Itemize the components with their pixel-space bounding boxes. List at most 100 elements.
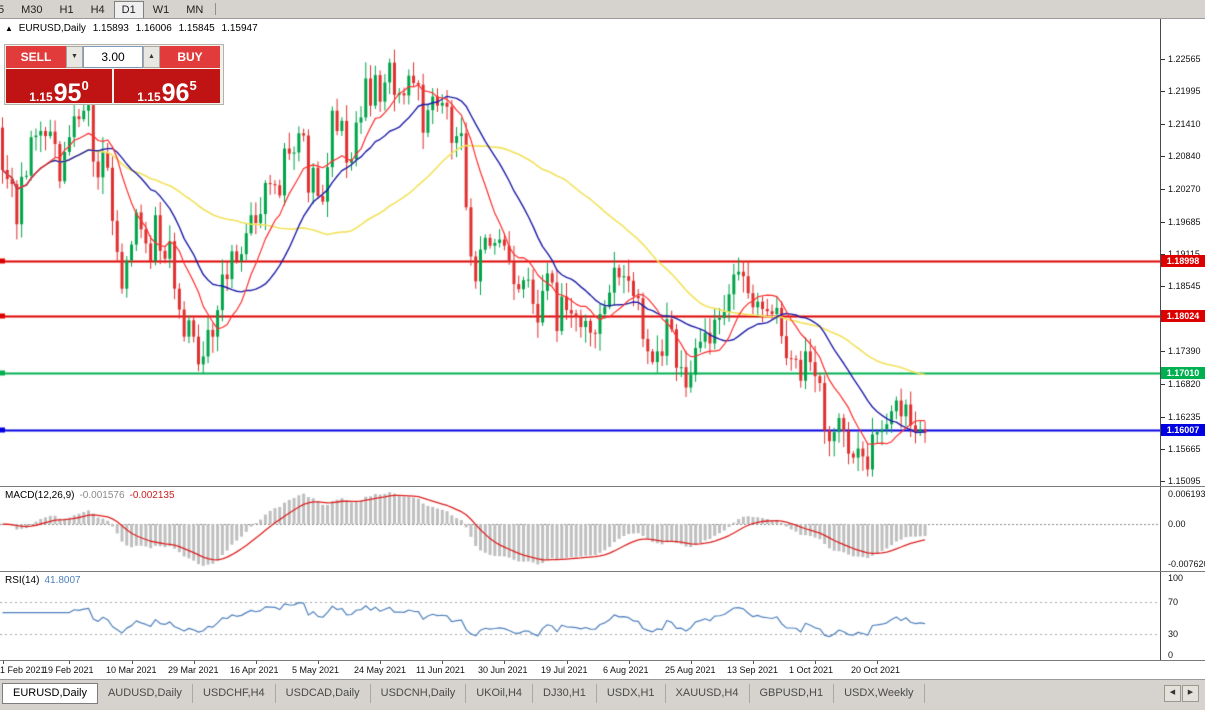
timeframe-toolbar: 5 M30 H1 H4 D1 W1 MN [0, 0, 1205, 19]
date-axis-tick [877, 661, 878, 664]
date-axis-label: 1 Feb 2021 [0, 665, 46, 675]
ask-price-base: 1.15 [137, 90, 161, 104]
date-axis-label: 25 Aug 2021 [665, 665, 716, 675]
chart-tab-eurusd-daily[interactable]: EURUSD,Daily [2, 683, 98, 704]
volume-input[interactable] [83, 46, 143, 68]
price-axis-tick [1161, 156, 1165, 157]
macd-label: MACD(12,26,9) -0.001576 -0.002135 [5, 490, 175, 501]
price-axis-label: 1.17390 [1168, 346, 1201, 356]
price-macd-separator[interactable] [0, 486, 1205, 487]
chart-tab-usdx-weekly[interactable]: USDX,Weekly [834, 684, 925, 703]
price-axis-tick [1161, 481, 1165, 482]
date-axis-tick [194, 661, 195, 664]
timeframe-button-d1[interactable]: D1 [113, 1, 144, 18]
price-axis-label: 1.19115 [1168, 249, 1200, 259]
date-axis-tick [567, 661, 568, 664]
date-axis-label: 11 Jun 2021 [416, 665, 465, 675]
ask-price-big: 96 [161, 79, 190, 107]
rsi-axis-label: 100 [1168, 573, 1184, 583]
date-axis-label: 13 Sep 2021 [727, 665, 779, 675]
date-axis-tick [629, 661, 630, 664]
date-axis-tick [504, 661, 505, 664]
macd-axis-label: 0.006193 [1168, 489, 1205, 499]
timeframe-button-w1[interactable]: W1 [152, 4, 170, 16]
bid-price-display[interactable]: 1.15950 [6, 69, 112, 107]
date-axis-label: 6 Aug 2021 [603, 665, 649, 675]
hline-price-tag: 1.17010 [1161, 367, 1205, 379]
tab-scroll-right-button[interactable]: ▶ [1182, 685, 1199, 702]
timeframe-button-h4[interactable]: H4 [90, 4, 105, 16]
price-axis-label: 1.15665 [1168, 444, 1201, 454]
price-axis-tick [1161, 124, 1165, 125]
volume-increase-button[interactable]: ▲ [143, 46, 160, 68]
chart-tab-bar: EURUSD,Daily AUDUSD,Daily USDCHF,H4 USDCAD,… [0, 679, 1205, 710]
date-axis-label: 1 Oct 2021 [789, 665, 834, 675]
timeframe-button-5[interactable]: 5 [0, 1, 12, 18]
chart-tab-usdcnh-daily[interactable]: USDCNH,Daily [371, 684, 467, 703]
ohlc-low: 1.15845 [178, 23, 215, 34]
price-axis-label: 1.19685 [1168, 217, 1201, 227]
macd-axis-label: 0.00 [1168, 519, 1186, 529]
hline-price-tag: 1.18024 [1161, 310, 1205, 322]
timeframe-button-m30[interactable]: M30 [21, 4, 43, 16]
date-axis-tick [442, 661, 443, 664]
rsi-dates-separator [0, 660, 1205, 661]
price-axis-tick [1161, 351, 1165, 352]
price-axis-label: 1.21995 [1168, 86, 1201, 96]
date-axis[interactable]: 1 Feb 2021 19 Feb 2021 10 Mar 2021 29 Mar 2… [0, 661, 1205, 679]
ask-price-display[interactable]: 1.15965 [114, 69, 220, 107]
price-axis-tick [1161, 384, 1165, 385]
collapse-triangle-icon: ▲ [5, 24, 13, 33]
date-axis-tick [132, 661, 133, 664]
price-axis-label: 1.20840 [1168, 151, 1201, 161]
hline-price-tag: 1.16007 [1161, 424, 1205, 436]
ask-price-sup: 5 [189, 78, 197, 93]
macd-indicator-canvas[interactable] [0, 487, 1160, 571]
rsi-indicator-canvas[interactable] [0, 572, 1160, 660]
price-axis-tick [1161, 417, 1165, 418]
price-axis-tick [1161, 91, 1165, 92]
chart-tab-usdcad-daily[interactable]: USDCAD,Daily [276, 684, 371, 703]
macd-axis-label: -0.007620 [1168, 559, 1205, 569]
rsi-label: RSI(14) 41.8007 [5, 575, 81, 586]
date-axis-tick [691, 661, 692, 664]
chart-tab-usdx-h1[interactable]: USDX,H1 [597, 684, 666, 703]
date-axis-label: 24 May 2021 [354, 665, 407, 675]
date-axis-label: 10 Mar 2021 [106, 665, 157, 675]
bid-price-big: 95 [53, 79, 82, 107]
date-axis-label: 19 Feb 2021 [43, 665, 94, 675]
date-axis-tick [318, 661, 319, 664]
chart-tab-gbpusd-h1[interactable]: GBPUSD,H1 [750, 684, 835, 703]
chart-tab-audusd-daily[interactable]: AUDUSD,Daily [98, 684, 193, 703]
date-axis-label: 30 Jun 2021 [478, 665, 528, 675]
chart-ohlc-header: ▲ EURUSD,Daily 1.15893 1.16006 1.15845 1… [5, 23, 262, 34]
chart-tab-dj30-h1[interactable]: DJ30,H1 [533, 684, 597, 703]
ohlc-high: 1.16006 [135, 23, 172, 34]
toolbar-separator [215, 2, 217, 15]
timeframe-button-h1[interactable]: H1 [59, 4, 74, 16]
price-axis-tick [1161, 449, 1165, 450]
chart-tab-ukoil-h4[interactable]: UKOil,H4 [466, 684, 534, 703]
date-axis-label: 19 Jul 2021 [541, 665, 588, 675]
bid-price-sup: 0 [81, 78, 89, 93]
price-axis-label: 1.16235 [1168, 412, 1201, 422]
ohlc-close: 1.15947 [221, 23, 258, 34]
date-axis-tick [815, 661, 816, 664]
sell-button[interactable]: SELL [6, 46, 66, 68]
chart-tab-usdchf-h4[interactable]: USDCHF,H4 [193, 684, 276, 703]
date-axis-tick [3, 661, 4, 664]
price-axis-label: 1.18545 [1168, 281, 1201, 291]
price-axis-tick [1161, 189, 1165, 190]
chart-tabs: EURUSD,Daily AUDUSD,Daily USDCHF,H4 USDCAD,… [2, 683, 925, 704]
date-axis-tick [256, 661, 257, 664]
rsi-axis-label: 0 [1168, 650, 1174, 660]
price-axis[interactable]: 1.22565 1.21995 1.21410 1.20840 1.20270 1.196… [1160, 19, 1205, 660]
price-axis-tick [1161, 222, 1165, 223]
chart-tab-xauusd-h4[interactable]: XAUUSD,H4 [666, 684, 750, 703]
tab-scroll-left-button[interactable]: ◀ [1164, 685, 1181, 702]
volume-decrease-button[interactable]: ▼ [66, 46, 83, 68]
macd-rsi-separator[interactable] [0, 571, 1205, 572]
buy-button[interactable]: BUY [160, 46, 220, 68]
timeframe-button-mn[interactable]: MN [186, 4, 204, 16]
